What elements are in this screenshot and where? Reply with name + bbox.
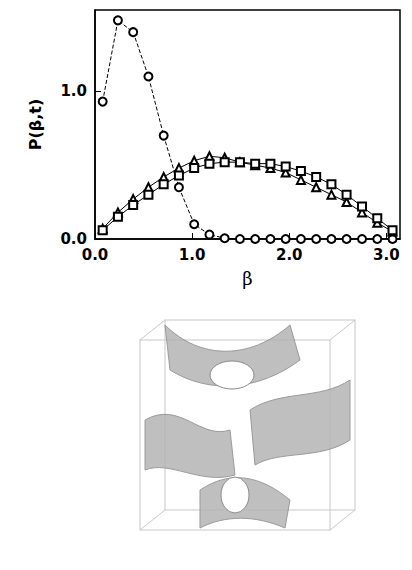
svg-text:0.0: 0.0 [60,230,87,248]
svg-text:2.0: 2.0 [276,246,303,264]
svg-text:P(β,t): P(β,t) [26,99,45,151]
svg-text:3.0: 3.0 [373,246,400,264]
svg-text:β: β [242,268,252,289]
svg-text:1.0: 1.0 [179,246,206,264]
svg-text:1.0: 1.0 [60,82,87,100]
svg-text:0.0: 0.0 [82,246,109,264]
